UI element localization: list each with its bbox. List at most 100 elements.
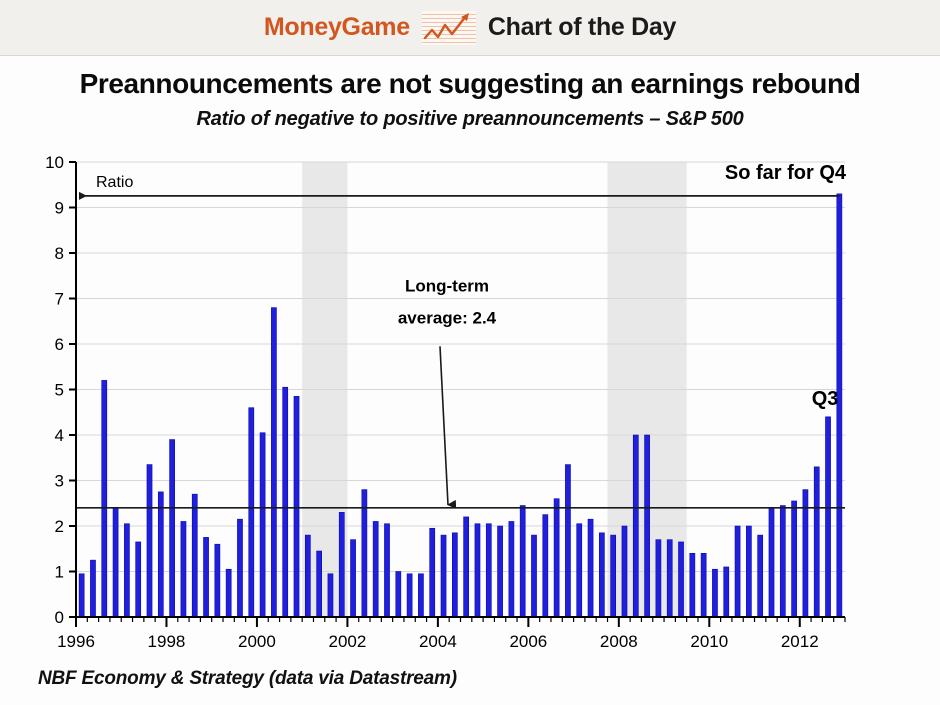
y-axis-unit-label: Ratio (96, 174, 133, 191)
y-tick-label: 7 (55, 290, 64, 309)
section-title: Chart of the Day (487, 13, 677, 41)
bar (350, 539, 356, 618)
chart-container: 0 1 2 3 4 5 6 7 8 9 10 1996 1998 2000 2002 2004 2006 200… (0, 150, 940, 650)
bar (271, 307, 277, 618)
bar (395, 571, 402, 618)
y-tick-label: 5 (55, 381, 64, 400)
x-tick-label: 2006 (509, 632, 547, 650)
bar (191, 493, 198, 618)
so-far-q4-label: So far for Q4 (725, 162, 847, 184)
bar (519, 505, 526, 618)
y-tick-label: 3 (55, 472, 64, 491)
long-term-average-label-line2: average: 2.4 (398, 309, 497, 328)
bar (78, 573, 85, 618)
q3-label: Q3 (812, 388, 839, 410)
bar (418, 573, 424, 618)
bar (757, 534, 764, 618)
x-tick-label: 2012 (781, 632, 819, 650)
bar (112, 507, 119, 618)
bar (451, 532, 458, 618)
bar (531, 534, 537, 618)
site-header: MoneyGame (0, 0, 940, 56)
y-tick-label: 9 (55, 199, 64, 218)
bar (666, 539, 673, 618)
x-tick-label: 1998 (148, 632, 186, 650)
bar (157, 491, 164, 618)
x-axis-ticks: 1996 1998 2000 2002 2004 2006 2008 2010 2012 (57, 617, 846, 650)
brand-name: MoneyGame (263, 13, 410, 41)
bar (146, 464, 153, 618)
x-tick-label: 2010 (690, 632, 728, 650)
bar (259, 432, 266, 618)
bar (429, 527, 436, 618)
bar (406, 573, 413, 618)
long-term-average-arrow (439, 346, 457, 509)
bar (169, 439, 175, 618)
gridlines (76, 161, 845, 572)
bar (384, 523, 390, 618)
bar (802, 489, 809, 618)
bar (553, 498, 560, 618)
bar (565, 464, 571, 618)
bar (791, 500, 797, 618)
y-tick-label: 1 (55, 563, 64, 582)
bar (101, 380, 108, 618)
bar (689, 552, 696, 618)
bar (474, 523, 481, 618)
bar (723, 566, 730, 618)
bar (542, 514, 549, 618)
bar (576, 523, 583, 618)
y-axis-ticks: 0 1 2 3 4 5 6 7 8 9 10 (45, 153, 76, 627)
bar (497, 525, 503, 618)
bar (508, 521, 515, 618)
bar (338, 512, 345, 618)
bar (734, 525, 741, 618)
y-tick-label: 4 (55, 426, 64, 445)
y-tick-label: 2 (55, 517, 64, 536)
bar (214, 543, 221, 618)
bar (90, 559, 96, 618)
bar (632, 434, 639, 618)
bar (225, 568, 232, 618)
bar (440, 534, 447, 618)
bar (813, 466, 820, 618)
x-tick-label: 2004 (419, 632, 457, 650)
bar (746, 525, 752, 618)
x-tick-label: 1996 (57, 632, 95, 650)
bar (825, 416, 831, 618)
annotations-group: Ratio So far for Q4 Q3 Long-term average: 2.… (79, 162, 847, 509)
bar (293, 396, 300, 618)
x-tick-label: 2000 (238, 632, 276, 650)
bar (485, 523, 492, 618)
y-tick-label: 6 (55, 335, 64, 354)
long-term-average-label-line1: Long-term (405, 277, 489, 296)
bar (712, 568, 718, 618)
bar (180, 521, 187, 618)
bar (599, 532, 605, 618)
x-tick-label: 2008 (600, 632, 638, 650)
line-chart-up-icon (421, 10, 477, 46)
bar (621, 525, 628, 618)
source-note: NBF Economy & Strategy (data via Datastr… (38, 668, 457, 689)
bar (203, 537, 209, 618)
bar (316, 550, 322, 618)
y-tick-label: 10 (45, 153, 64, 172)
bar (248, 407, 255, 618)
bar (361, 489, 368, 618)
bar (610, 534, 617, 618)
bar (282, 386, 289, 618)
brand-lockup: MoneyGame (264, 10, 676, 46)
bar (587, 518, 594, 618)
bar (237, 518, 243, 618)
page-subtitle: Ratio of negative to positive preannounc… (196, 108, 744, 130)
bar (304, 534, 311, 618)
bar (463, 516, 469, 618)
bar (678, 541, 684, 618)
y-tick-label: 0 (55, 608, 64, 627)
page-title: Preannouncements are not suggesting an e… (79, 68, 861, 99)
bar (644, 434, 650, 618)
y-tick-label: 8 (55, 244, 64, 263)
bar-chart: 0 1 2 3 4 5 6 7 8 9 10 1996 1998 2000 2002 2004 2006 200… (45, 153, 847, 650)
bar (124, 523, 130, 618)
